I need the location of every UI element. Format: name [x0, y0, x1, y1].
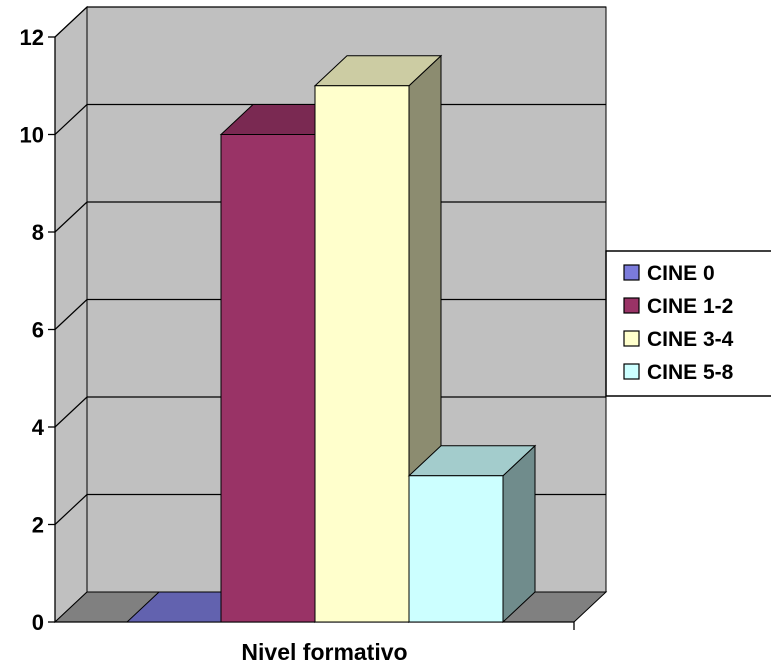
legend: CINE 0 CINE 1-2 CINE 3-4 CINE 5-8 [605, 250, 771, 397]
bar-front [314, 85, 410, 623]
legend-label: CINE 1-2 [647, 295, 733, 318]
gridline [54, 6, 606, 38]
y-tick-label: 12 [20, 25, 44, 50]
y-tick-label: 6 [32, 318, 44, 343]
y-tick-label: 8 [32, 220, 44, 245]
legend-swatch [623, 297, 640, 314]
y-tick-label: 4 [32, 415, 45, 440]
legend-label: CINE 0 [647, 262, 715, 285]
legend-swatch [623, 264, 640, 281]
legend-label: CINE 5-8 [647, 361, 734, 384]
y-axis-ticks: 0 2 4 6 8 10 12 [20, 25, 55, 635]
legend-label: CINE 3-4 [647, 328, 734, 351]
x-axis-title: Nivel formativo [241, 639, 407, 665]
bar-cine-5-8 [407, 444, 537, 624]
bar-front [220, 134, 316, 623]
legend-swatch [623, 330, 640, 347]
bar-front [408, 475, 504, 623]
y-tick-label: 0 [32, 610, 44, 635]
bars [125, 54, 537, 624]
y-tick-label: 2 [32, 513, 44, 538]
bar-side [502, 444, 536, 624]
legend-swatch [623, 363, 640, 380]
y-tick-label: 10 [20, 123, 44, 148]
